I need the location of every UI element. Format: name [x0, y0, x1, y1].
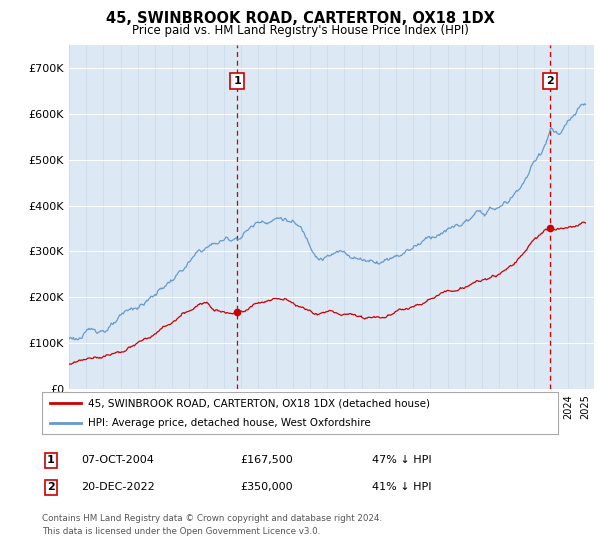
Text: £350,000: £350,000 — [240, 482, 293, 492]
Text: 07-OCT-2004: 07-OCT-2004 — [81, 455, 154, 465]
Text: 45, SWINBROOK ROAD, CARTERTON, OX18 1DX (detached house): 45, SWINBROOK ROAD, CARTERTON, OX18 1DX … — [88, 398, 430, 408]
Text: 47% ↓ HPI: 47% ↓ HPI — [372, 455, 431, 465]
Text: £167,500: £167,500 — [240, 455, 293, 465]
Text: Contains HM Land Registry data © Crown copyright and database right 2024.
This d: Contains HM Land Registry data © Crown c… — [42, 514, 382, 535]
Text: 20-DEC-2022: 20-DEC-2022 — [81, 482, 155, 492]
Text: 2: 2 — [47, 482, 55, 492]
Text: Price paid vs. HM Land Registry's House Price Index (HPI): Price paid vs. HM Land Registry's House … — [131, 24, 469, 36]
Text: HPI: Average price, detached house, West Oxfordshire: HPI: Average price, detached house, West… — [88, 418, 371, 428]
Text: 45, SWINBROOK ROAD, CARTERTON, OX18 1DX: 45, SWINBROOK ROAD, CARTERTON, OX18 1DX — [106, 11, 494, 26]
Text: 2: 2 — [547, 76, 554, 86]
Text: 1: 1 — [233, 76, 241, 86]
Text: 1: 1 — [47, 455, 55, 465]
Text: 41% ↓ HPI: 41% ↓ HPI — [372, 482, 431, 492]
